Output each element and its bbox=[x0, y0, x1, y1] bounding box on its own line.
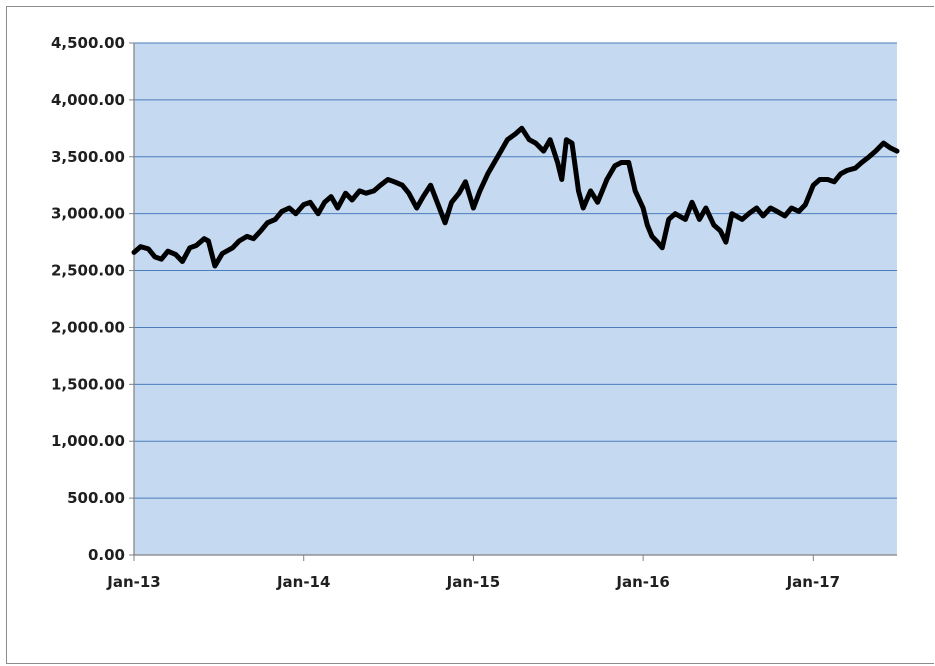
x-tick-label: Jan-14 bbox=[276, 573, 330, 591]
x-tick-label: Jan-17 bbox=[786, 573, 840, 591]
y-tick-label: 3,500.00 bbox=[51, 148, 125, 166]
series-line bbox=[131, 125, 900, 269]
y-axis-tick-labels: 0.00 500.00 1,000.00 1,500.00 2,000.00 2,500.… bbox=[51, 34, 125, 564]
y-tick-label: 1,000.00 bbox=[51, 432, 125, 450]
y-tick-label: 0.00 bbox=[88, 546, 125, 564]
y-tick-label: 2,000.00 bbox=[51, 318, 125, 336]
chart-frame: 0.00 500.00 1,000.00 1,500.00 2,000.00 2,500.… bbox=[6, 6, 934, 664]
y-tick-label: 3,000.00 bbox=[51, 205, 125, 223]
gridlines bbox=[129, 42, 897, 556]
y-tick-label: 500.00 bbox=[67, 489, 125, 507]
x-tick-label: Jan-13 bbox=[106, 573, 160, 591]
line-chart: 0.00 500.00 1,000.00 1,500.00 2,000.00 2,500.… bbox=[51, 34, 900, 591]
y-tick-label: 4,000.00 bbox=[51, 91, 125, 109]
x-tick-label: Jan-15 bbox=[446, 573, 500, 591]
x-tick-label: Jan-16 bbox=[615, 573, 669, 591]
x-axis-tick-labels: Jan-13 Jan-14 Jan-15 Jan-16 Jan-17 bbox=[106, 573, 840, 591]
y-tick-label: 2,500.00 bbox=[51, 262, 125, 280]
y-tick-label: 4,500.00 bbox=[51, 34, 125, 52]
y-tick-label: 1,500.00 bbox=[51, 375, 125, 393]
axes bbox=[133, 43, 897, 561]
plot-area bbox=[134, 43, 897, 555]
